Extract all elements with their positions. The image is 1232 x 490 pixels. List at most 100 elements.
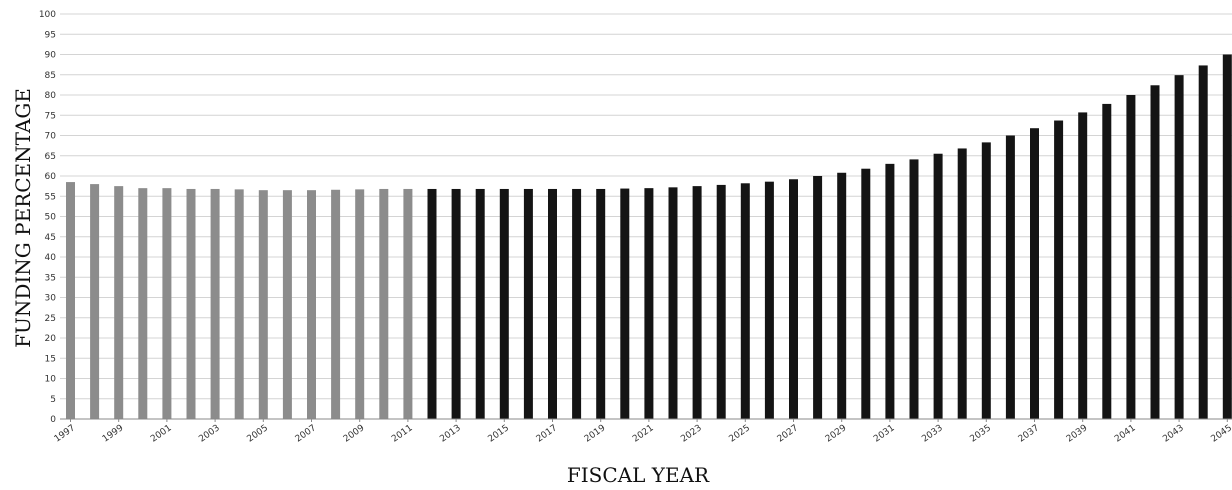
bar-2045: [1222, 54, 1232, 419]
bar-2030: [861, 168, 871, 419]
bar-2023: [692, 186, 702, 419]
bar-2031: [885, 163, 895, 419]
bar-2003: [210, 188, 220, 419]
x-tick-label: 2027: [776, 423, 800, 444]
x-axis-ticks: 1997 1999 2001 2003 2005 2007 2009 2011 2013 2015…: [53, 419, 1232, 445]
y-tick-label: 75: [45, 111, 56, 121]
bar-2017: [548, 188, 557, 419]
bar-2010: [379, 188, 389, 419]
bar-2013: [451, 188, 461, 419]
bar-2032: [909, 159, 919, 419]
bar-2027: [789, 179, 798, 419]
bar-2028: [813, 176, 823, 419]
bar-2015: [499, 188, 509, 419]
y-tick-label: 90: [45, 51, 57, 61]
x-tick-label: 2023: [679, 423, 703, 444]
y-tick-label: 10: [45, 375, 57, 385]
bar-2008: [331, 189, 341, 419]
bar-2042: [1150, 85, 1160, 419]
x-tick-label: 2021: [631, 423, 655, 444]
x-tick-label: 2007: [294, 423, 318, 444]
bar-2004: [234, 189, 244, 419]
bar-2024: [716, 184, 726, 419]
x-tick-label: 2045: [1210, 423, 1232, 444]
y-tick-label: 5: [50, 395, 56, 405]
bar-2041: [1126, 95, 1136, 419]
x-tick-label: 2009: [342, 423, 367, 444]
bar-1997: [66, 182, 75, 419]
y-tick-label: 60: [45, 172, 57, 182]
bar-2005: [258, 190, 268, 419]
bar-2020: [620, 188, 630, 419]
y-tick-label: 50: [45, 213, 57, 223]
x-tick-label: 2039: [1065, 423, 1090, 444]
x-tick-label: 2011: [390, 423, 414, 444]
x-tick-label: 2037: [1017, 423, 1041, 444]
x-tick-label: 2017: [535, 423, 559, 444]
x-tick-label: 2001: [149, 423, 173, 444]
bar-2006: [282, 190, 292, 419]
y-axis-label: FUNDING PERCENTAGE: [11, 88, 35, 348]
bar-2002: [186, 188, 196, 419]
bar-2021: [644, 188, 654, 419]
bar-2040: [1102, 103, 1112, 419]
bar-2016: [523, 188, 533, 419]
bar-2036: [1005, 135, 1015, 419]
x-tick-label: 2013: [438, 423, 462, 444]
y-tick-label: 70: [45, 132, 57, 142]
bar-2026: [764, 181, 774, 419]
bar-2025: [740, 183, 750, 419]
x-tick-label: 2035: [969, 423, 993, 444]
y-tick-label: 30: [45, 294, 57, 304]
x-tick-label: 2033: [920, 423, 944, 444]
y-tick-label: 55: [45, 192, 56, 202]
y-tick-label: 95: [45, 30, 56, 40]
bar-2035: [981, 142, 991, 419]
bar-2001: [162, 188, 172, 419]
bar-2029: [837, 172, 847, 419]
y-tick-label: 85: [45, 71, 56, 81]
bar-1998: [90, 184, 100, 419]
bar-2038: [1054, 120, 1064, 419]
bar-2033: [933, 153, 943, 419]
bar-2009: [355, 189, 365, 419]
y-tick-label: 35: [45, 273, 56, 283]
bars: [66, 54, 1232, 419]
bar-2037: [1030, 128, 1039, 419]
x-tick-label: 2041: [1113, 423, 1137, 444]
y-tick-label: 25: [45, 314, 56, 324]
bar-2034: [957, 148, 967, 419]
bar-2000: [138, 188, 148, 419]
bar-1999: [114, 186, 124, 419]
bar-2043: [1174, 75, 1184, 419]
bar-2012: [427, 188, 437, 419]
bar-2019: [596, 188, 606, 419]
x-tick-label: 1997: [53, 423, 77, 444]
y-tick-label: 65: [45, 152, 56, 162]
y-tick-label: 100: [39, 10, 56, 20]
y-tick-label: 15: [45, 354, 56, 364]
x-axis-label: FISCAL YEAR: [567, 463, 710, 487]
y-tick-label: 45: [45, 233, 56, 243]
x-tick-label: 2005: [246, 423, 270, 444]
y-tick-label: 80: [45, 91, 57, 101]
y-tick-label: 40: [45, 253, 57, 263]
y-tick-label: 0: [50, 415, 56, 425]
x-tick-label: 2043: [1161, 423, 1185, 444]
bar-2011: [403, 188, 413, 419]
x-tick-label: 2029: [824, 423, 849, 444]
bar-2039: [1078, 112, 1088, 419]
bar-2044: [1198, 65, 1208, 419]
bar-2018: [572, 188, 582, 419]
x-tick-label: 2031: [872, 423, 896, 444]
x-tick-label: 1999: [101, 423, 126, 444]
bar-2014: [475, 188, 485, 419]
y-tick-label: 20: [45, 334, 57, 344]
y-axis-ticks: 0 5 10 15 20 25 30 35 40 45 50 55 60 65 70 75 80 85 90 95 10…: [39, 10, 56, 425]
bar-2007: [307, 190, 316, 419]
x-tick-label: 2003: [197, 423, 221, 444]
x-tick-label: 2019: [583, 423, 608, 444]
x-tick-label: 2025: [728, 423, 752, 444]
x-tick-label: 2015: [487, 423, 511, 444]
